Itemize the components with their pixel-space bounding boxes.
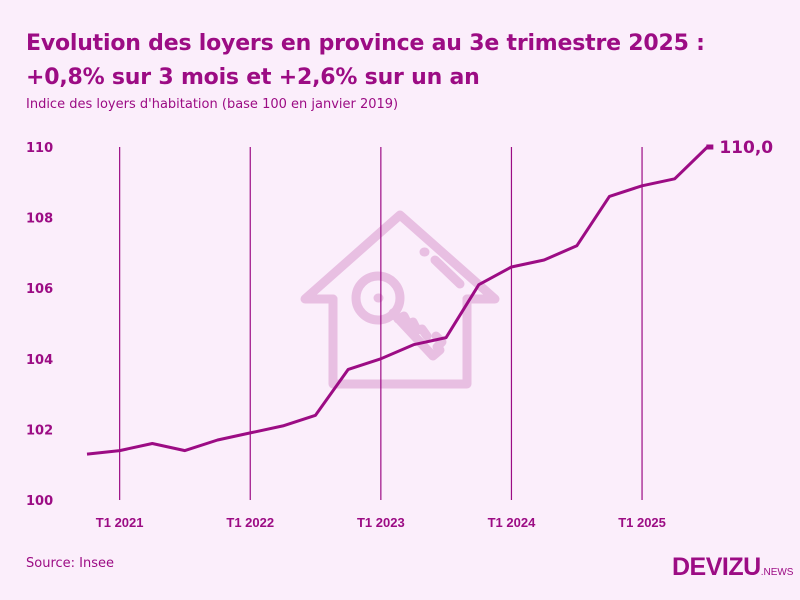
x-tick-label: T1 2024 [488, 515, 536, 530]
y-tick-label: 100 [26, 494, 53, 509]
chart-subtitle: Indice des loyers d'habitation (base 100… [26, 97, 399, 112]
x-tick-label: T1 2025 [618, 515, 666, 530]
y-axis: 100 102 104 106 108 110 [26, 141, 53, 509]
y-tick-label: 110 [26, 141, 53, 156]
end-value-label: 110,0 [719, 138, 773, 158]
logo-main: DEVIZU [672, 553, 761, 581]
chart-title: Evolution des loyers en province au 3e t… [26, 27, 786, 95]
brand-logo: DEVIZU.NEWS [672, 553, 793, 582]
x-tick-label: T1 2021 [96, 515, 144, 530]
source-note: Source: Insee [26, 556, 115, 571]
y-tick-label: 104 [26, 353, 53, 368]
series-line [86, 145, 709, 456]
y-tick-label: 102 [26, 423, 53, 438]
grid-lines [119, 147, 643, 500]
house-key-icon [300, 210, 500, 389]
title-line-1: Evolution des loyers en province au 3e t… [26, 31, 705, 56]
x-tick-label: T1 2022 [226, 515, 274, 530]
y-tick-label: 106 [26, 282, 53, 297]
x-tick-label: T1 2023 [357, 515, 405, 530]
logo-sub: .NEWS [760, 567, 794, 578]
series-group: 110,0 [86, 138, 773, 456]
title-line-2: +0,8% sur 3 mois et +2,6% sur un an [26, 65, 480, 90]
end-marker [706, 144, 714, 150]
x-axis: T1 2021 T1 2022 T1 2023 T1 2024 T1 2025 [96, 515, 666, 530]
y-tick-label: 108 [26, 212, 53, 227]
